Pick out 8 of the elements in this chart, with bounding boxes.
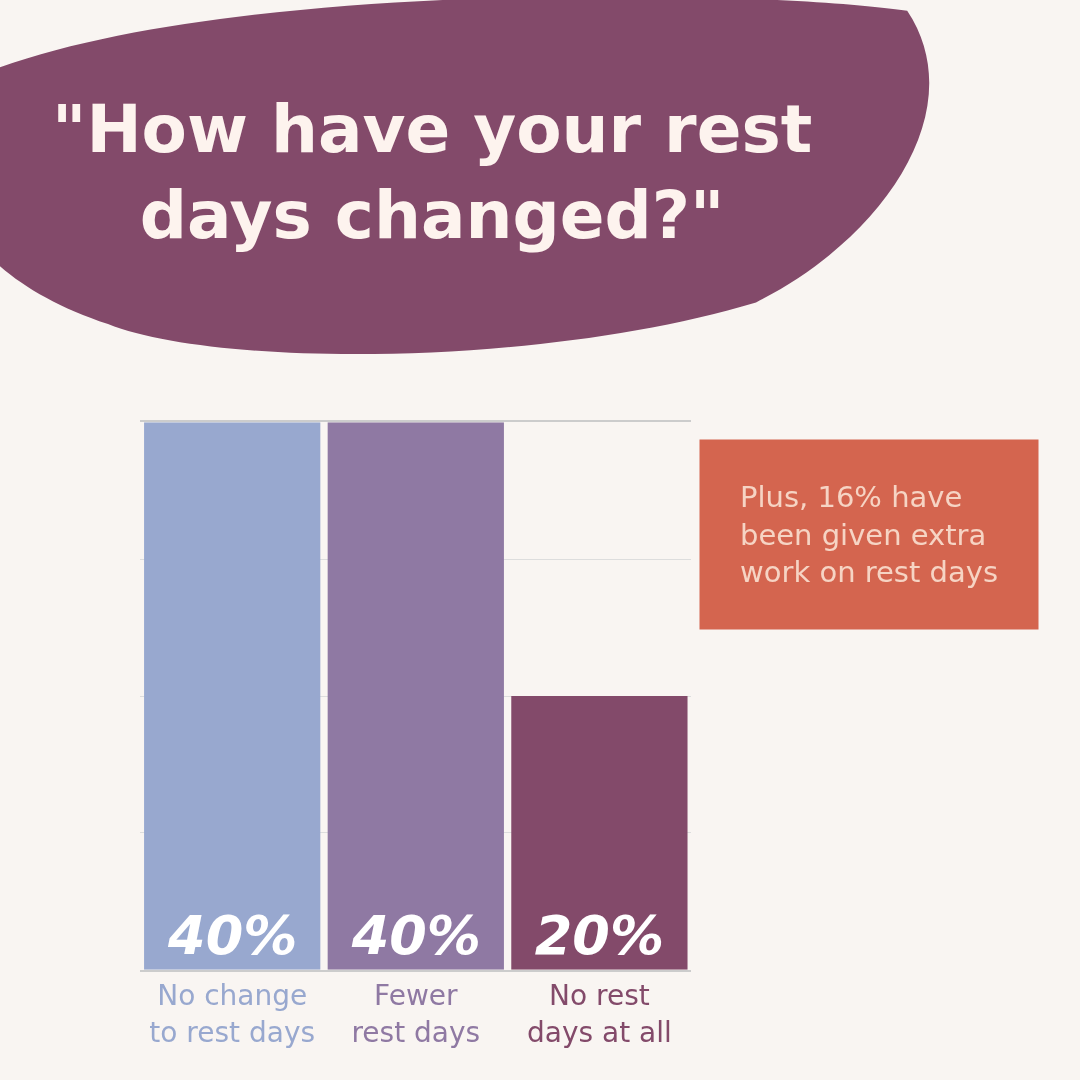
text: Plus, 16% have been given extra work on rest days xyxy=(740,480,999,590)
x-tick-label: Fewer rest days xyxy=(351,979,481,1049)
x-tick-label: No change to rest days xyxy=(149,979,316,1049)
chart-title: "How have your rest days changed?" xyxy=(52,91,813,254)
data-label: 40% xyxy=(167,903,298,967)
x-tick-label: No rest days at all xyxy=(527,979,672,1049)
data-label: 20% xyxy=(534,903,665,967)
data-label: 40% xyxy=(350,903,481,967)
